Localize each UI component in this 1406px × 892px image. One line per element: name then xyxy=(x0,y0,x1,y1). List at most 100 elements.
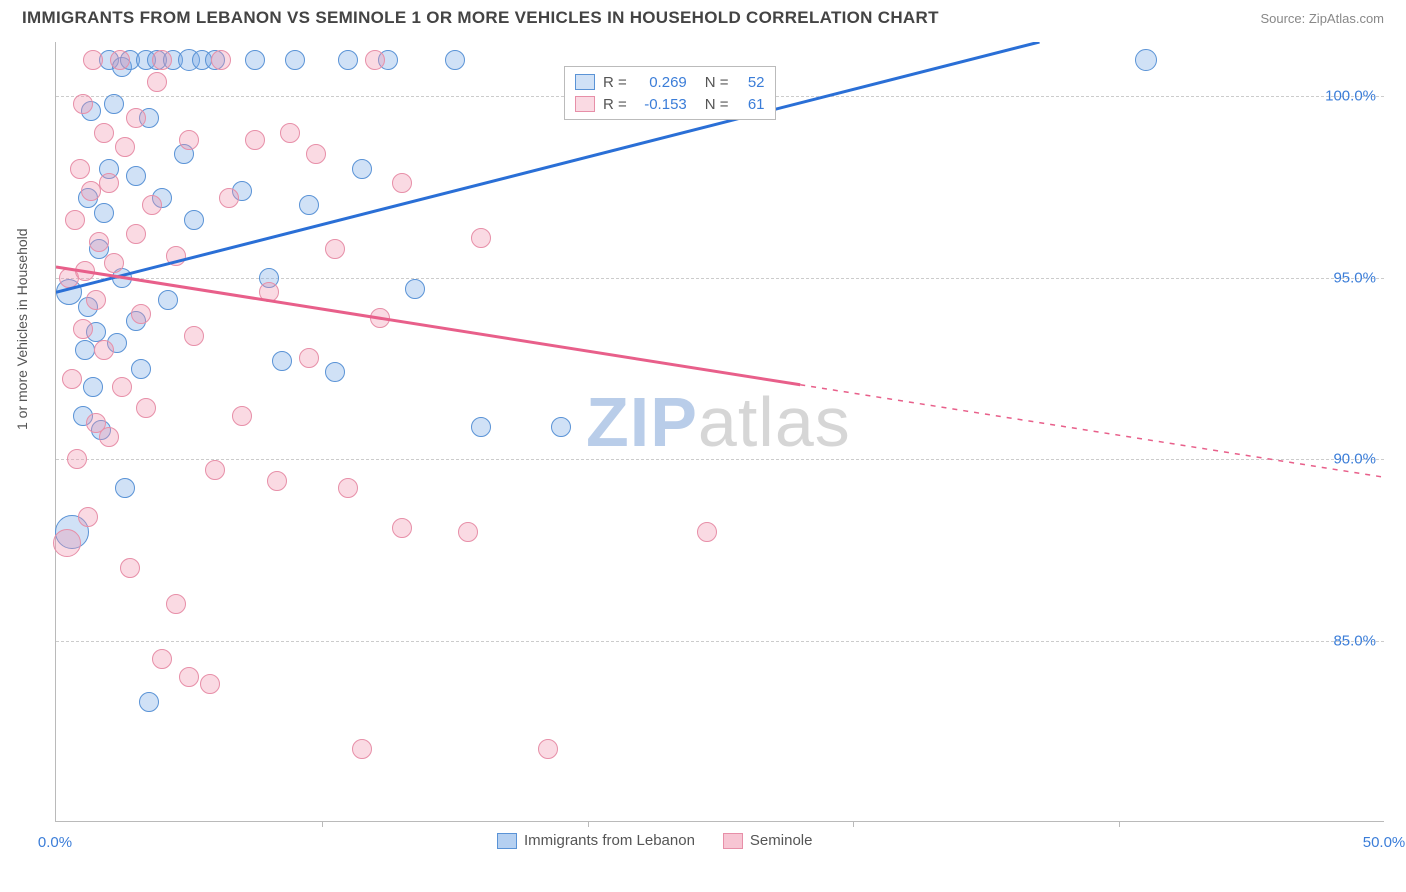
scatter-point xyxy=(445,50,465,70)
scatter-point xyxy=(81,181,101,201)
scatter-point xyxy=(158,290,178,310)
scatter-point xyxy=(78,507,98,527)
legend-r-label: R = xyxy=(603,96,627,113)
scatter-point xyxy=(131,304,151,324)
watermark-zip: ZIP xyxy=(586,383,698,461)
legend-r-label: R = xyxy=(603,74,627,91)
scatter-point xyxy=(405,279,425,299)
scatter-point xyxy=(115,478,135,498)
x-tick-mark xyxy=(588,821,589,827)
y-axis-title: 1 or more Vehicles in Household xyxy=(14,228,30,430)
trend-lines xyxy=(56,42,1385,822)
gridline-h xyxy=(56,278,1384,279)
scatter-point xyxy=(110,50,130,70)
y-tick-label: 95.0% xyxy=(1333,269,1376,286)
legend-r-value: -0.153 xyxy=(635,96,687,113)
scatter-point xyxy=(272,351,292,371)
x-tick-label: 0.0% xyxy=(38,834,72,851)
scatter-point xyxy=(99,173,119,193)
x-tick-mark xyxy=(1119,821,1120,827)
gridline-h xyxy=(56,641,1384,642)
scatter-point xyxy=(325,362,345,382)
scatter-point xyxy=(83,50,103,70)
scatter-point xyxy=(67,449,87,469)
legend-swatch xyxy=(575,74,595,90)
scatter-point xyxy=(142,195,162,215)
scatter-point xyxy=(325,239,345,259)
scatter-point xyxy=(184,326,204,346)
title-bar: IMMIGRANTS FROM LEBANON VS SEMINOLE 1 OR… xyxy=(0,0,1406,32)
scatter-point xyxy=(94,123,114,143)
scatter-point xyxy=(245,50,265,70)
scatter-point xyxy=(184,210,204,230)
scatter-point xyxy=(1135,49,1157,71)
watermark: ZIPatlas xyxy=(586,382,851,462)
legend-bottom: Immigrants from Lebanon Seminole xyxy=(497,832,812,849)
scatter-point xyxy=(232,406,252,426)
legend-n-label: N = xyxy=(705,96,729,113)
scatter-point xyxy=(112,377,132,397)
scatter-point xyxy=(352,159,372,179)
scatter-point xyxy=(259,282,279,302)
legend-swatch xyxy=(723,833,743,849)
scatter-point xyxy=(99,427,119,447)
scatter-point xyxy=(89,232,109,252)
scatter-point xyxy=(70,159,90,179)
scatter-point xyxy=(219,188,239,208)
scatter-point xyxy=(152,649,172,669)
legend-row: R = 0.269 N = 52 xyxy=(575,71,765,93)
legend-label: Seminole xyxy=(750,832,813,849)
legend-swatch xyxy=(575,96,595,112)
scatter-point xyxy=(94,340,114,360)
scatter-point xyxy=(126,166,146,186)
scatter-point xyxy=(338,50,358,70)
scatter-point xyxy=(299,348,319,368)
scatter-point xyxy=(126,108,146,128)
y-tick-label: 100.0% xyxy=(1325,88,1376,105)
scatter-point xyxy=(120,558,140,578)
legend-n-label: N = xyxy=(705,74,729,91)
scatter-point xyxy=(166,246,186,266)
plot-area: ZIPatlas 85.0%90.0%95.0%100.0%R =0.269N … xyxy=(55,42,1384,822)
scatter-point xyxy=(352,739,372,759)
scatter-point xyxy=(697,522,717,542)
scatter-point xyxy=(471,228,491,248)
scatter-point xyxy=(538,739,558,759)
scatter-point xyxy=(131,359,151,379)
scatter-point xyxy=(245,130,265,150)
legend-swatch xyxy=(497,833,517,849)
legend-label: Immigrants from Lebanon xyxy=(524,832,695,849)
scatter-point xyxy=(53,529,81,557)
scatter-point xyxy=(200,674,220,694)
scatter-point xyxy=(392,173,412,193)
legend-r-value: 0.269 xyxy=(635,74,687,91)
scatter-point xyxy=(136,398,156,418)
scatter-point xyxy=(166,594,186,614)
scatter-point xyxy=(280,123,300,143)
scatter-point xyxy=(338,478,358,498)
scatter-point xyxy=(392,518,412,538)
scatter-point xyxy=(471,417,491,437)
scatter-point xyxy=(211,50,231,70)
scatter-point xyxy=(285,50,305,70)
scatter-point xyxy=(75,340,95,360)
scatter-point xyxy=(65,210,85,230)
scatter-point xyxy=(139,692,159,712)
legend-n-value: 61 xyxy=(737,96,765,113)
scatter-point xyxy=(73,319,93,339)
chart-title: IMMIGRANTS FROM LEBANON VS SEMINOLE 1 OR… xyxy=(22,8,939,28)
scatter-point xyxy=(104,253,124,273)
watermark-atlas: atlas xyxy=(698,383,851,461)
legend-item: Seminole xyxy=(723,832,813,849)
scatter-point xyxy=(205,460,225,480)
scatter-point xyxy=(299,195,319,215)
scatter-point xyxy=(370,308,390,328)
scatter-point xyxy=(458,522,478,542)
scatter-point xyxy=(75,261,95,281)
x-tick-mark xyxy=(853,821,854,827)
scatter-point xyxy=(115,137,135,157)
scatter-point xyxy=(104,94,124,114)
scatter-point xyxy=(306,144,326,164)
scatter-point xyxy=(551,417,571,437)
legend-n-value: 52 xyxy=(737,74,765,91)
